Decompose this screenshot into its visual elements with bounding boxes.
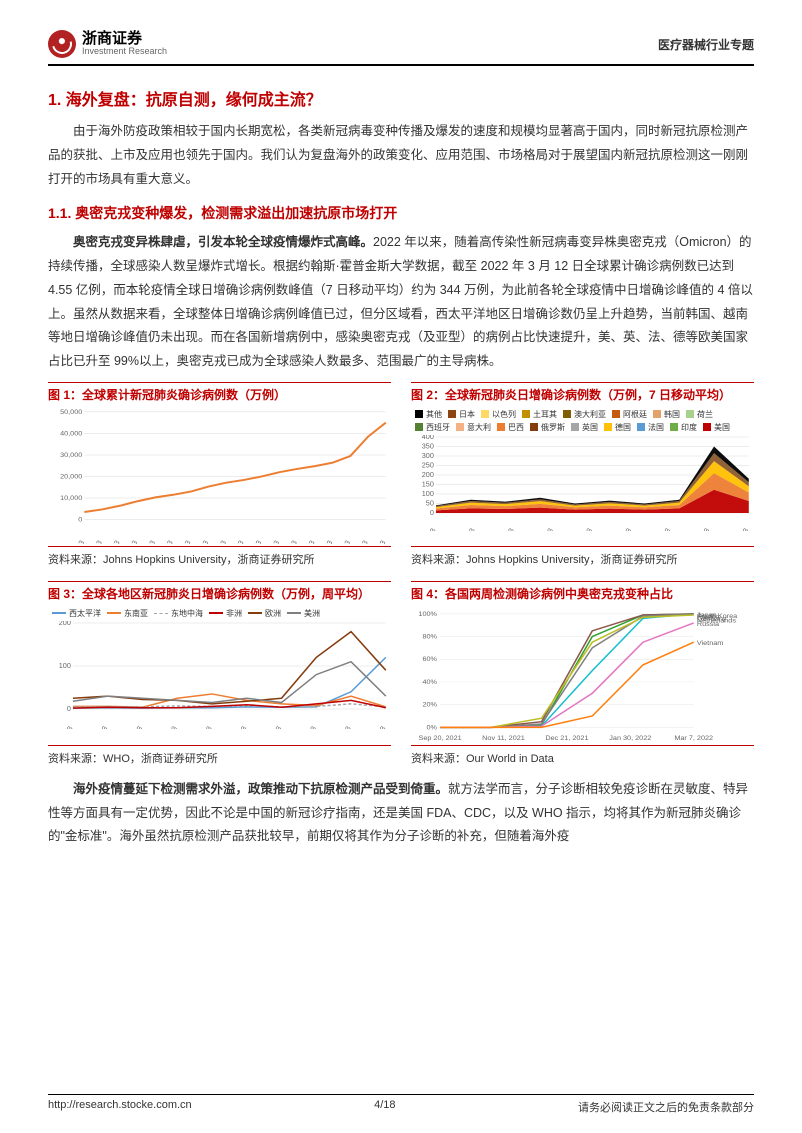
svg-text:2021-06-03: 2021-06-03 (188, 725, 214, 729)
svg-text:40%: 40% (422, 679, 437, 686)
fig2-title: 图 2：全球新冠肺炎日增确诊病例数（万例，7 日移动平均） (411, 382, 754, 403)
svg-text:350: 350 (422, 442, 434, 450)
svg-text:50: 50 (426, 499, 434, 507)
svg-text:0: 0 (67, 705, 71, 713)
paragraph-2: 奥密克戎变异株肆虐，引发本轮全球疫情爆炸式高峰。2022 年以来，随着高传染性新… (48, 231, 754, 374)
section-heading-1-1: 1.1. 奥密克戎变种爆发，检测需求溢出加速抗原市场打开 (48, 203, 754, 223)
svg-text:40,000: 40,000 (60, 430, 82, 437)
fig4-title: 图 4：各国两周检测确诊病例中奥密克戎变种占比 (411, 581, 754, 602)
svg-text:200: 200 (422, 471, 434, 479)
svg-text:Jan 30, 2022: Jan 30, 2022 (609, 735, 651, 742)
svg-text:2021-10-03: 2021-10-03 (647, 527, 673, 531)
company-name-cn: 浙商证券 (82, 31, 167, 46)
para2-lead: 奥密克戎变异株肆虐，引发本轮全球疫情爆炸式高峰。 (73, 235, 373, 249)
svg-text:2021-12-03: 2021-12-03 (686, 527, 712, 531)
svg-text:2020-10-03: 2020-10-03 (412, 527, 438, 531)
svg-text:2021-02-03: 2021-02-03 (119, 725, 145, 729)
svg-text:300: 300 (422, 452, 434, 460)
svg-text:0: 0 (78, 516, 82, 523)
svg-text:2022-02-03: 2022-02-03 (725, 527, 751, 531)
section-heading-1: 1. 海外复盘：抗原自测，缘何成主流？ (48, 86, 754, 110)
fig2-legend: 其他日本以色列土耳其澳大利亚阿根廷韩国荷兰西班牙意大利巴西俄罗斯英国德国法国印度… (411, 407, 754, 435)
svg-text:80%: 80% (422, 633, 437, 640)
svg-text:20,000: 20,000 (60, 473, 82, 480)
svg-text:60%: 60% (422, 656, 437, 663)
svg-text:100: 100 (422, 490, 434, 498)
svg-text:2021-10-03: 2021-10-03 (258, 725, 284, 729)
fig2-source: 资料来源：Johns Hopkins University，浙商证券研究所 (411, 549, 754, 575)
logo-mark-icon (48, 30, 76, 58)
svg-text:Mar 7, 2022: Mar 7, 2022 (674, 735, 713, 742)
page-footer: http://research.stocke.com.cn 4/18 请务必阅读… (48, 1094, 754, 1115)
fig3-title: 图 3：全球各地区新冠肺炎日增确诊病例数（万例，周平均） (48, 581, 391, 602)
para3-lead: 海外疫情蔓延下检测需求外溢，政策推动下抗原检测产品受到倚重。 (73, 782, 448, 796)
svg-text:30,000: 30,000 (60, 452, 82, 459)
fig3-source: 资料来源：WHO，浙商证券研究所 (48, 748, 391, 774)
fig3-legend: 西太平洋东南亚东地中海非洲欧洲美洲 (48, 606, 391, 621)
fig3-chart: 西太平洋东南亚东地中海非洲欧洲美洲 0 100 200 2020-10-03 2020-… (48, 606, 391, 746)
paragraph-3: 海外疫情蔓延下检测需求外溢，政策推动下抗原检测产品受到倚重。就方法学而言，分子诊… (48, 778, 754, 849)
svg-text:2021-06-03: 2021-06-03 (569, 527, 595, 531)
doc-type: 医疗器械行业专题 (658, 36, 754, 53)
svg-text:2020-10-03: 2020-10-03 (49, 725, 75, 729)
fig2-chart: 其他日本以色列土耳其澳大利亚阿根廷韩国荷兰西班牙意大利巴西俄罗斯英国德国法国印度… (411, 407, 754, 547)
svg-text:2021-08-03: 2021-08-03 (608, 527, 634, 531)
company-logo: 浙商证券 Investment Research (48, 30, 167, 58)
fig1-chart: 0 10,000 20,000 30,000 40,000 50,000 2020-10-0… (48, 407, 391, 547)
svg-text:2021-02-03: 2021-02-03 (490, 527, 516, 531)
svg-text:400: 400 (422, 435, 434, 441)
para2-body: 2022 年以来，随着高传染性新冠病毒变异株奥密克戎（Omicron）的持续传播… (48, 235, 753, 368)
footer-url: http://research.stocke.com.cn (48, 1099, 192, 1115)
svg-text:2021-12-03: 2021-12-03 (292, 725, 318, 729)
svg-text:150: 150 (422, 480, 434, 488)
svg-text:10,000: 10,000 (60, 495, 82, 502)
fig1-title: 图 1：全球累计新冠肺炎确诊病例数（万例） (48, 382, 391, 403)
svg-text:100: 100 (59, 662, 71, 670)
svg-text:2020-12-03: 2020-12-03 (451, 527, 477, 531)
paragraph-1: 由于海外防疫政策相较于国内长期宽松，各类新冠病毒变种传播及爆发的速度和规模均显著… (48, 120, 754, 191)
page-header: 浙商证券 Investment Research 医疗器械行业专题 (48, 30, 754, 66)
svg-text:200: 200 (59, 621, 71, 627)
svg-text:2021-04-03: 2021-04-03 (529, 527, 555, 531)
svg-text:Vietnam: Vietnam (697, 640, 724, 647)
footer-disclaimer: 请务必阅读正文之后的免责条款部分 (578, 1099, 754, 1115)
svg-text:2020-10-03: 2020-10-03 (61, 539, 86, 543)
svg-text:Nov 11, 2021: Nov 11, 2021 (482, 735, 525, 742)
fig4-source: 资料来源：Our World in Data (411, 748, 754, 774)
svg-text:2021-08-03: 2021-08-03 (223, 725, 249, 729)
svg-text:0%: 0% (426, 724, 437, 731)
svg-text:2022-02-03: 2022-02-03 (327, 725, 353, 729)
fig4-chart: 0%20%40%60%80%100%JapanSouth KoreaFrance… (411, 606, 754, 746)
company-name-en: Investment Research (82, 46, 167, 57)
svg-text:100%: 100% (418, 611, 437, 618)
svg-text:0: 0 (430, 509, 434, 517)
svg-text:2021-04-03: 2021-04-03 (153, 725, 179, 729)
svg-text:2022-03-03: 2022-03-03 (362, 725, 388, 729)
svg-text:50,000: 50,000 (60, 409, 82, 416)
svg-text:250: 250 (422, 461, 434, 469)
svg-text:Sep 20, 2021: Sep 20, 2021 (419, 735, 462, 742)
footer-page: 4/18 (374, 1099, 395, 1115)
svg-text:Dec 21, 2021: Dec 21, 2021 (545, 735, 588, 742)
fig1-source: 资料来源：Johns Hopkins University，浙商证券研究所 (48, 549, 391, 575)
svg-text:Russia: Russia (697, 621, 719, 628)
svg-text:2020-12-03: 2020-12-03 (84, 725, 110, 729)
svg-text:20%: 20% (422, 702, 437, 709)
